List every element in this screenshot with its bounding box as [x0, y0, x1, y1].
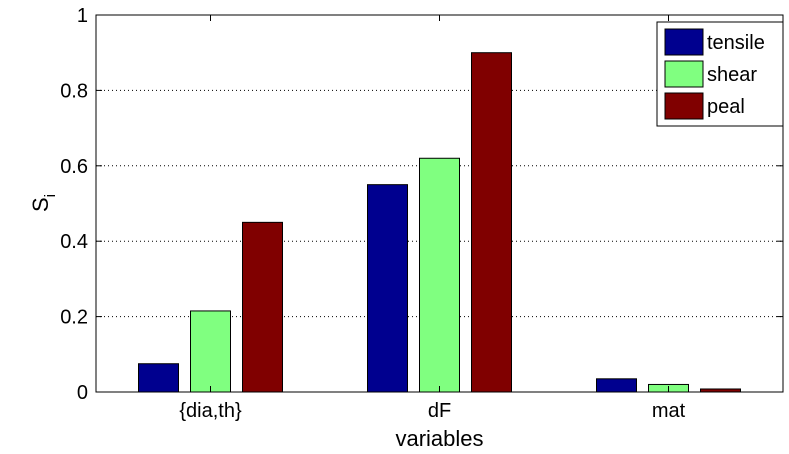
bars [138, 52, 741, 393]
y-axis-ticks: 0 0.2 0.4 0.6 0.8 1 [60, 5, 783, 404]
bar-shear-1 [419, 157, 460, 393]
x-tick-label: {dia,th} [179, 400, 242, 422]
y-tick-label: 1 [77, 5, 88, 27]
y-tick-label: 0.8 [60, 80, 88, 102]
legend: tensile shear peal [656, 21, 784, 127]
legend-swatch-shear [664, 60, 704, 88]
legend-label-shear: shear [707, 64, 757, 86]
y-axis-label-subscript: i [42, 194, 59, 197]
y-tick-label: 0.6 [60, 156, 88, 178]
bar-peal-0 [242, 221, 283, 393]
bar-peal-1 [471, 52, 512, 393]
legend-label-tensile: tensile [707, 32, 765, 54]
bar-tensile-1 [367, 184, 408, 393]
bar-tensile-0 [138, 363, 179, 393]
legend-label-peal: peal [707, 96, 745, 118]
x-axis-label: variables [395, 426, 483, 451]
legend-swatch-tensile [664, 28, 704, 56]
legend-swatch-peal [664, 92, 704, 120]
x-tick-label: dF [428, 400, 451, 422]
x-tick-label: mat [652, 400, 686, 422]
y-tick-label: 0.2 [60, 307, 88, 329]
bar-tensile-2 [596, 378, 637, 393]
y-tick-label: 0.4 [60, 231, 88, 253]
bar-shear-0 [190, 310, 231, 393]
svg-text:Si: Si [28, 194, 59, 212]
y-tick-label: 0 [77, 382, 88, 404]
y-axis-label-main: S [28, 197, 53, 212]
y-axis-label: Si [28, 194, 59, 212]
x-axis-ticks: {dia,th} dF mat [179, 15, 686, 422]
